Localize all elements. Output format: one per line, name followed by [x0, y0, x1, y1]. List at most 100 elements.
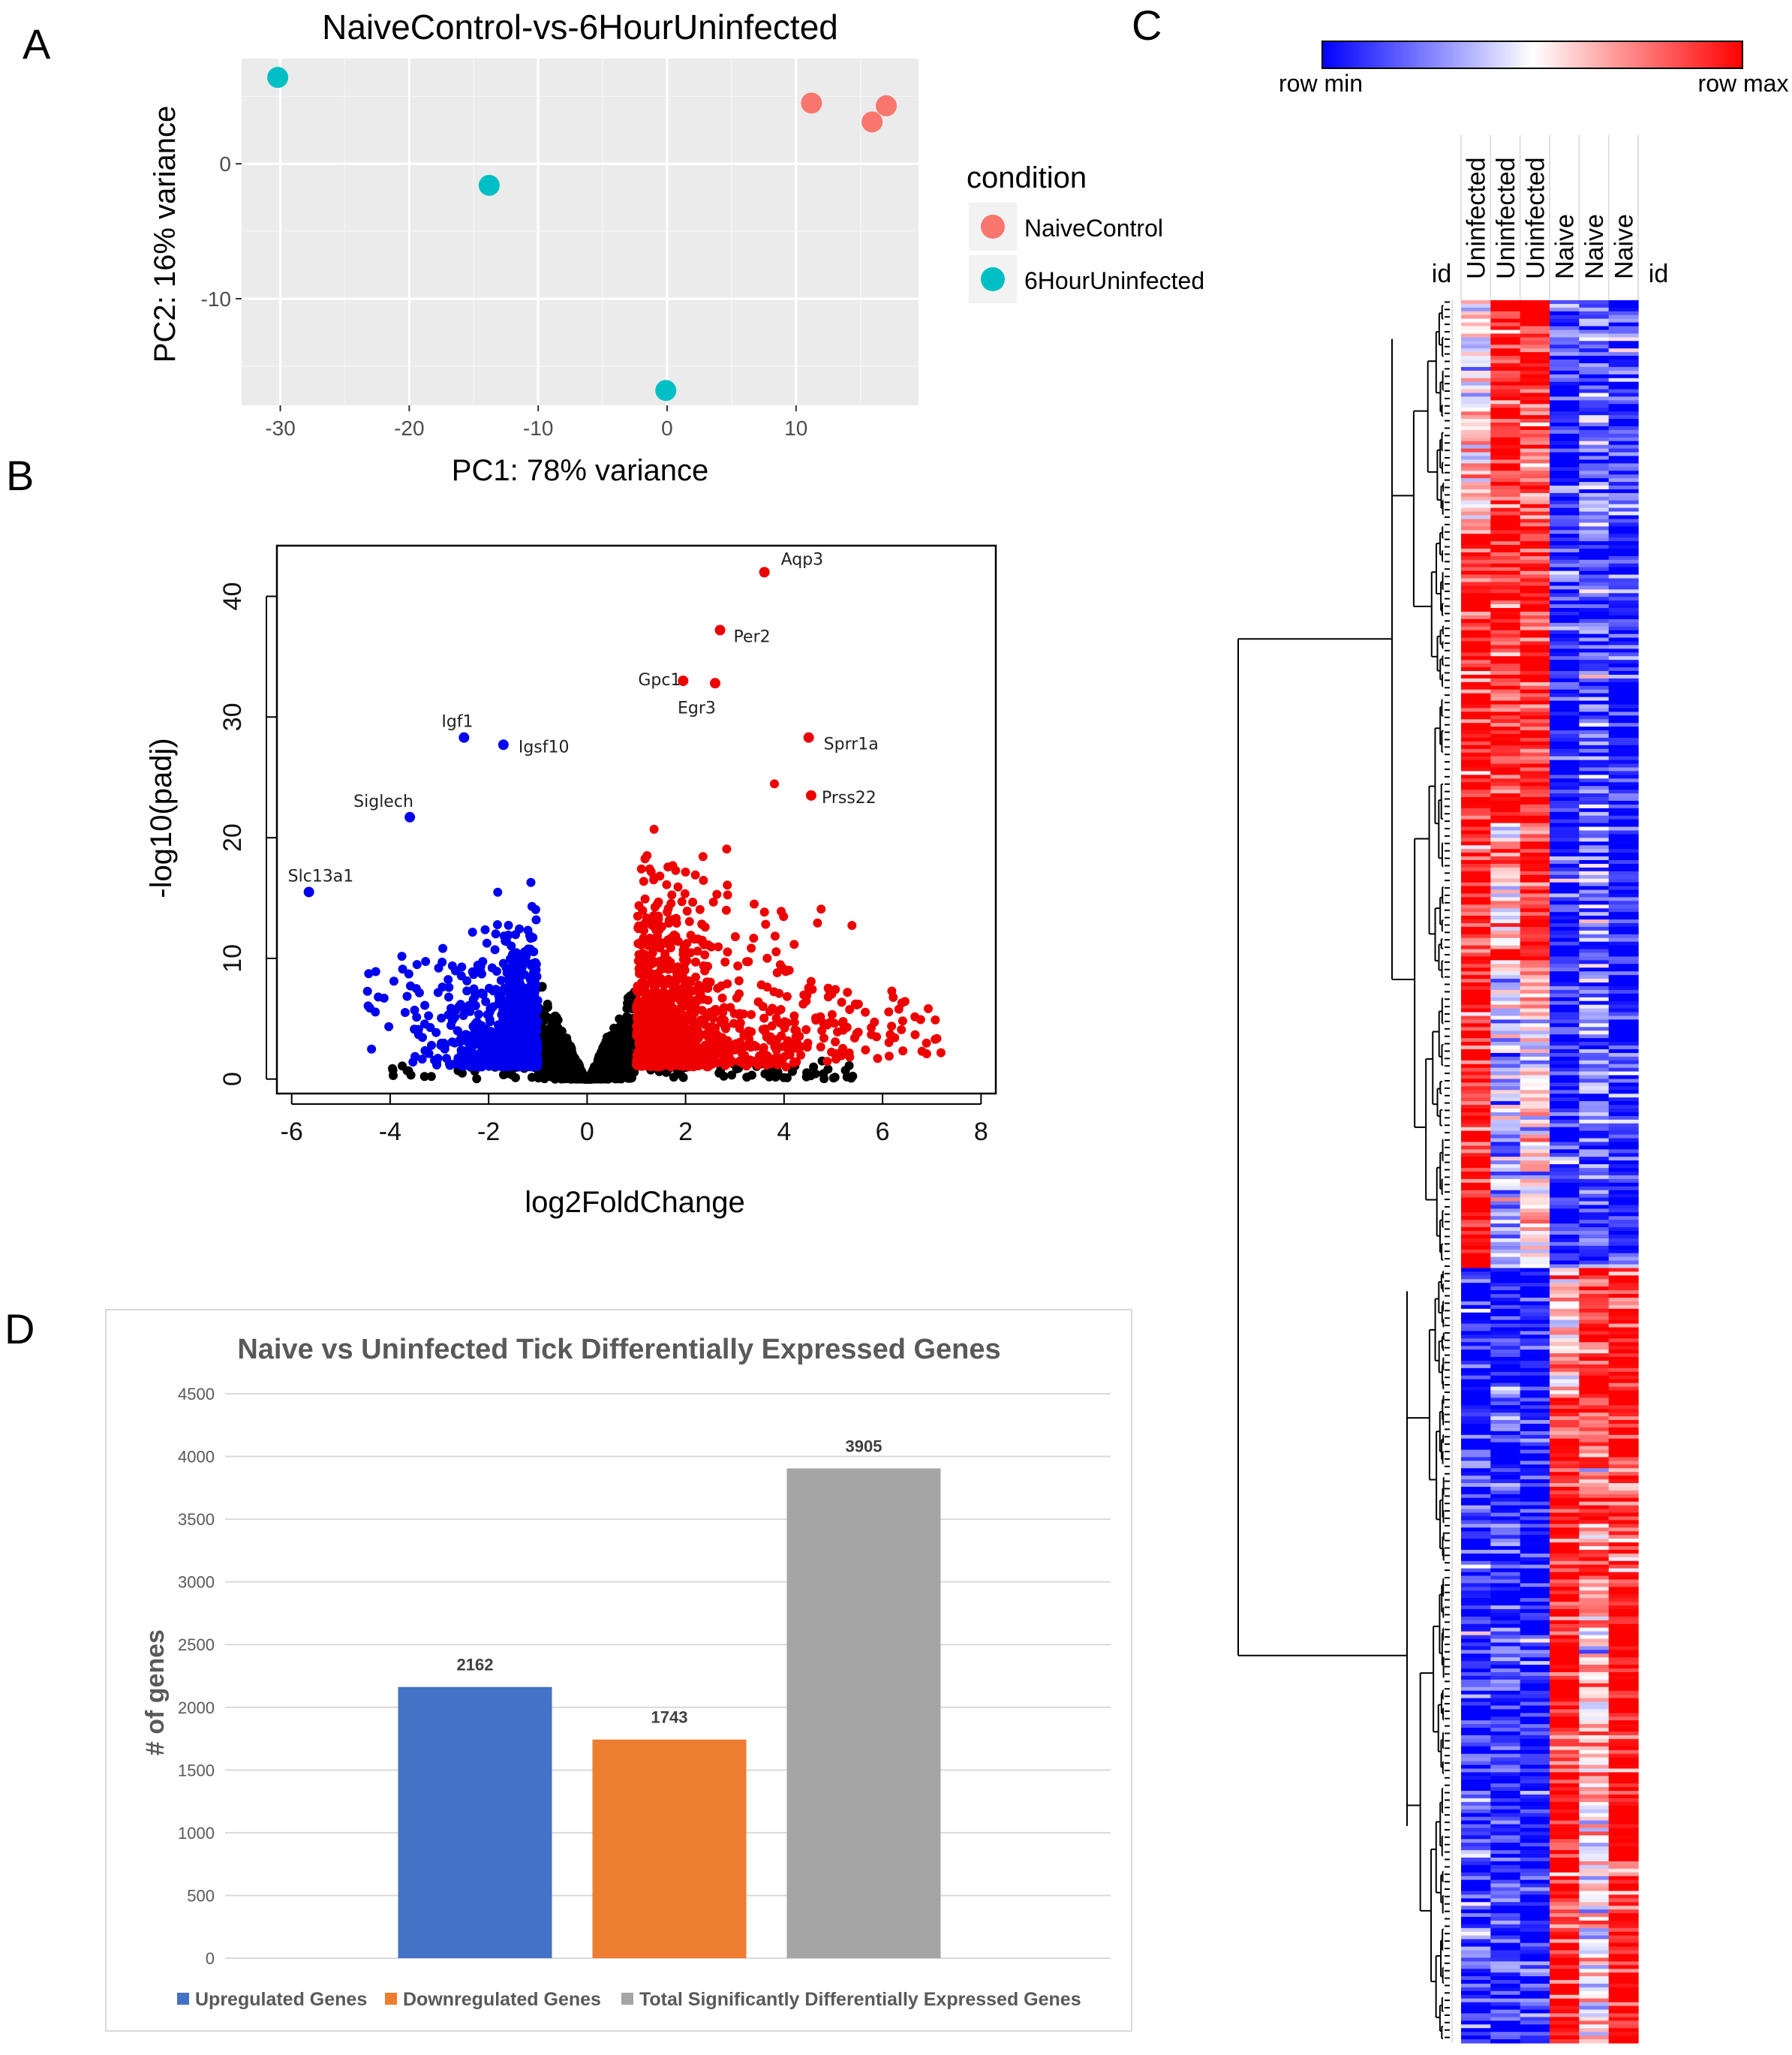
volcano-point-up	[816, 1042, 825, 1052]
volcano-point-down	[495, 1021, 505, 1031]
volcano-point-up	[690, 1001, 700, 1011]
volcano-point-down	[424, 1049, 434, 1058]
volcano-point-up	[657, 922, 666, 931]
volcano-point-up	[774, 988, 784, 998]
volcano-point-up	[699, 876, 708, 885]
volcano-point-up	[720, 957, 730, 967]
volcano-point-down	[482, 938, 492, 948]
volcano-point-ns	[551, 1051, 561, 1061]
volcano-point-down	[469, 984, 479, 994]
volcano-point-ns	[612, 1037, 621, 1046]
volcano-point-down	[511, 1042, 521, 1052]
volcano-point-down	[485, 983, 494, 993]
volcano-point-down	[389, 976, 398, 986]
volcano-point-down	[465, 1050, 474, 1060]
volcano-point-ns	[406, 1070, 416, 1080]
volcano-x-tick-label: 0	[580, 1118, 594, 1146]
volcano-point-up	[770, 931, 780, 941]
volcano-point-up	[898, 1016, 907, 1026]
volcano-point-up	[819, 1034, 828, 1043]
volcano-point-up	[801, 1024, 811, 1034]
heatmap-scale-min-label: row min	[1279, 70, 1363, 97]
volcano-point-ns	[624, 1048, 633, 1058]
volcano-point-down	[481, 997, 491, 1006]
volcano-point-up	[660, 1043, 669, 1052]
volcano-point-up	[698, 852, 708, 862]
volcano-point-up	[656, 973, 666, 983]
volcano-x-tick-label: -2	[477, 1118, 500, 1146]
volcano-point-up	[649, 910, 659, 920]
volcano-x-tick-label: 2	[678, 1118, 693, 1146]
volcano-point-down	[487, 963, 497, 973]
volcano-point-up	[645, 1052, 654, 1061]
volcano-gene-label: Igsf10	[519, 738, 570, 757]
volcano-point-ns	[576, 1071, 585, 1081]
volcano-point-up	[639, 968, 648, 978]
volcano-point-ns	[472, 1074, 482, 1084]
volcano-point-down	[420, 1000, 430, 1010]
volcano-point-up	[750, 899, 759, 909]
volcano-gene-label: Slc13a1	[288, 867, 354, 886]
volcano-x-axis-label: log2FoldChange	[525, 1186, 745, 1219]
volcano-point-down	[468, 967, 477, 976]
volcano-point-up	[671, 933, 681, 943]
volcano-point-ns	[552, 1068, 562, 1078]
volcano-point-ns	[561, 1053, 570, 1063]
volcano-point-up	[708, 1013, 718, 1023]
volcano-point-down	[458, 1034, 468, 1043]
volcano-point-down	[524, 1022, 534, 1032]
volcano-point-down	[516, 1009, 525, 1019]
pca-panel-background	[242, 59, 919, 405]
volcano-point-down	[521, 1053, 531, 1062]
volcano-point-up	[687, 1033, 696, 1043]
volcano-point-down	[516, 985, 525, 994]
volcano-plot: Aqp3Per2Gpc1Egr3Sprr1aPrss22Igf1Igsf10Si…	[145, 544, 997, 1219]
volcano-point-up	[679, 1026, 689, 1036]
volcano-point-up	[735, 1057, 744, 1067]
volcano-point-up	[827, 989, 837, 999]
volcano-point-ns	[742, 1073, 752, 1082]
volcano-point-up	[898, 1046, 908, 1056]
volcano-point-up	[749, 934, 759, 943]
volcano-point-down	[474, 1009, 483, 1019]
volcano-point-up	[712, 889, 722, 899]
volcano-y-axis-label: -log10(padj)	[145, 738, 178, 898]
volcano-point-up	[690, 870, 700, 880]
volcano-point-up	[678, 955, 688, 964]
volcano-point-ns	[540, 1057, 550, 1067]
volcano-point-up	[861, 1007, 870, 1017]
volcano-point-up	[703, 995, 713, 1005]
volcano-point-up	[664, 1001, 674, 1011]
volcano-point-ns	[558, 1046, 567, 1056]
volcano-point-down	[525, 1037, 534, 1046]
volcano-point-up	[636, 937, 645, 947]
pca-plot: NaiveControl-vs-6HourUninfected -30 -20 -1…	[149, 8, 1204, 487]
pca-point-uninfected	[655, 380, 677, 402]
volcano-point-ns	[499, 1070, 508, 1079]
volcano-point-up	[636, 864, 646, 874]
volcano-point-labeled	[803, 732, 814, 743]
volcano-point-up	[663, 904, 673, 913]
volcano-point-up	[730, 932, 740, 941]
volcano-point-down	[477, 969, 486, 979]
volcano-point-up	[713, 983, 723, 993]
volcano-point-down	[492, 920, 502, 929]
volcano-point-up	[673, 882, 683, 892]
volcano-point-up	[667, 890, 677, 900]
volcano-point-down	[486, 1028, 495, 1037]
volcano-point-up	[723, 880, 732, 890]
volcano-point-ns	[388, 1064, 397, 1073]
volcano-point-up	[873, 1054, 882, 1064]
heatmap-column-label: Naive	[1580, 214, 1609, 279]
volcano-point-down	[497, 994, 507, 1003]
volcano-point-up	[762, 982, 772, 992]
volcano-point-down	[531, 915, 541, 925]
volcano-point-up	[708, 1049, 717, 1059]
volcano-point-down	[367, 1044, 377, 1054]
panel-label-b: B	[6, 452, 34, 499]
volcano-point-up	[648, 1018, 658, 1028]
pca-gridlines	[242, 59, 919, 405]
volcano-point-down	[531, 979, 540, 988]
volcano-point-up	[700, 966, 710, 976]
volcano-point-down	[528, 970, 538, 979]
